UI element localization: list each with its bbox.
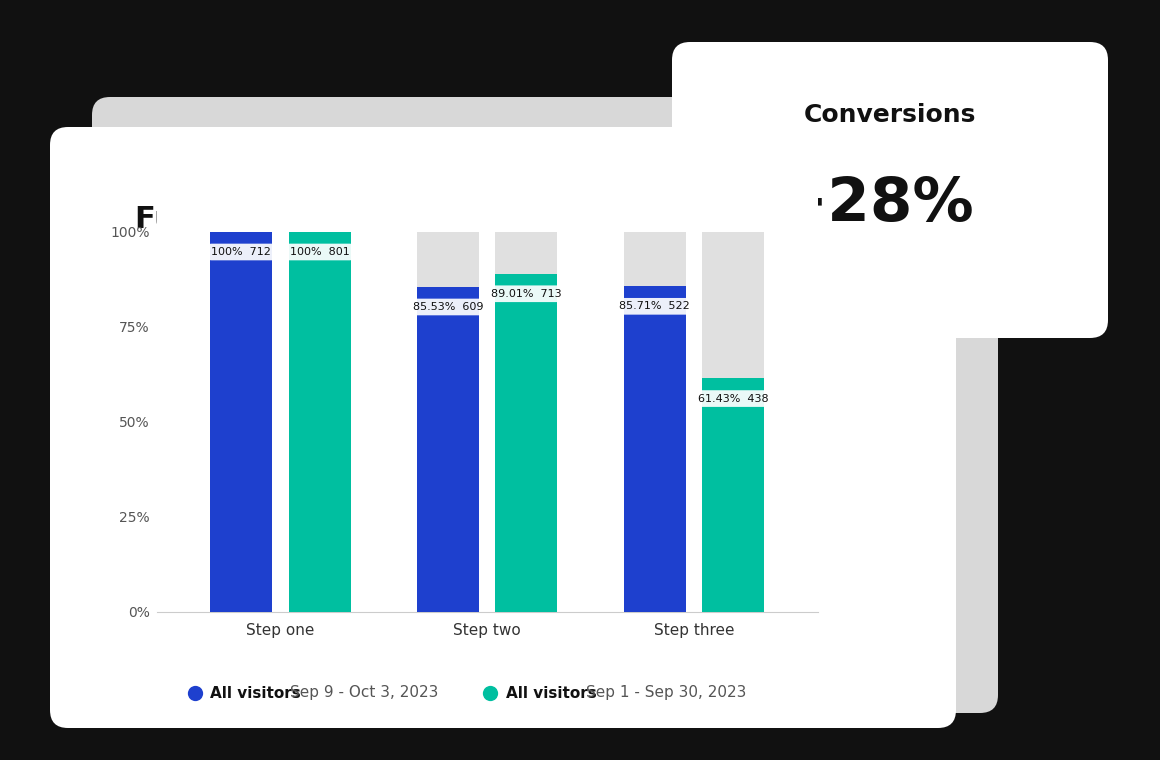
Text: Sep 9 - Oct 3, 2023: Sep 9 - Oct 3, 2023 — [290, 686, 438, 701]
Bar — [416, 232, 479, 287]
Text: Funnel details: Funnel details — [135, 205, 378, 235]
Bar — [210, 232, 273, 612]
Bar — [702, 378, 764, 612]
Bar — [289, 232, 350, 612]
FancyBboxPatch shape — [50, 127, 956, 728]
Bar — [624, 232, 686, 286]
Text: 89.01%  713: 89.01% 713 — [491, 289, 561, 299]
Text: 85.71%  522: 85.71% 522 — [619, 301, 690, 312]
Text: ▲: ▲ — [722, 188, 749, 222]
Text: All visitors: All visitors — [506, 686, 596, 701]
Text: All visitors: All visitors — [210, 686, 300, 701]
Bar — [495, 274, 558, 612]
Text: 85.53%  609: 85.53% 609 — [413, 302, 484, 312]
FancyBboxPatch shape — [672, 42, 1108, 338]
Text: 61.43%  438: 61.43% 438 — [698, 394, 768, 404]
Bar — [416, 287, 479, 612]
Bar — [495, 232, 558, 274]
Text: 100%  712: 100% 712 — [211, 247, 271, 257]
Bar — [624, 286, 686, 612]
Text: 100%  801: 100% 801 — [290, 247, 349, 257]
Text: +28%: +28% — [776, 176, 974, 235]
Text: Sep 1 - Sep 30, 2023: Sep 1 - Sep 30, 2023 — [586, 686, 746, 701]
Text: Conversions: Conversions — [804, 103, 977, 127]
Bar — [702, 232, 764, 378]
FancyBboxPatch shape — [92, 97, 998, 713]
